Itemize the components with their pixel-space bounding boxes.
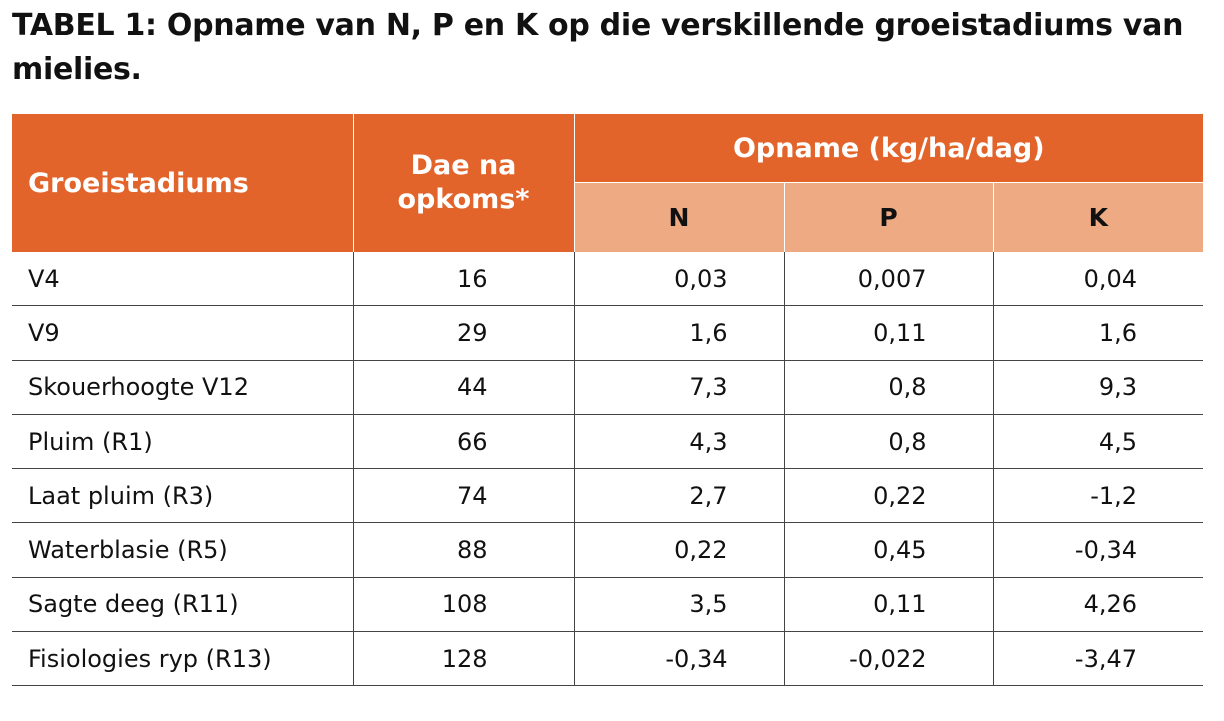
column-header-p: P (783, 182, 993, 252)
cell-p: 0,22 (784, 468, 994, 524)
column-header-dae-na-opkoms: Dae na opkoms* (353, 114, 575, 252)
cell-k: -0,34 (993, 522, 1204, 578)
cell-n: 7,3 (574, 360, 785, 415)
cell-k: 0,04 (993, 252, 1204, 307)
cell-n: 0,03 (574, 252, 785, 307)
cell-k: 4,26 (993, 577, 1204, 633)
column-header-groeistadiums: Groeistadiums (12, 114, 354, 252)
cell-dae: 108 (353, 577, 575, 633)
cell-n: 2,7 (574, 468, 785, 524)
table-row: Sagte deeg (R11) 108 3,5 0,11 4,26 (12, 577, 1204, 633)
cell-groeistadium: Laat pluim (R3) (12, 468, 354, 524)
column-header-k: K (992, 182, 1204, 252)
cell-n: 4,3 (574, 414, 785, 470)
table-row: Waterblasie (R5) 88 0,22 0,45 -0,34 (12, 522, 1204, 578)
cell-k: 4,5 (993, 414, 1204, 470)
cell-dae: 128 (353, 631, 575, 687)
cell-n: 1,6 (574, 305, 785, 361)
cell-p: 0,8 (784, 360, 994, 415)
cell-n: 0,22 (574, 522, 785, 578)
cell-dae: 29 (353, 305, 575, 361)
table-row: Skouerhoogte V12 44 7,3 0,8 9,3 (12, 360, 1204, 415)
cell-groeistadium: Skouerhoogte V12 (12, 360, 354, 415)
cell-p: 0,11 (784, 577, 994, 633)
table-row: V9 29 1,6 0,11 1,6 (12, 305, 1204, 361)
table-row: Pluim (R1) 66 4,3 0,8 4,5 (12, 414, 1204, 470)
cell-k: 9,3 (993, 360, 1204, 415)
cell-k: 1,6 (993, 305, 1204, 361)
column-header-opname: Opname (kg/ha/dag) (574, 114, 1204, 183)
table-title: TABEL 1: Opname van N, P en K op die ver… (12, 8, 1184, 87)
cell-n: -0,34 (574, 631, 785, 687)
cell-groeistadium: Waterblasie (R5) (12, 522, 354, 578)
cell-n: 3,5 (574, 577, 785, 633)
cell-dae: 74 (353, 468, 575, 524)
cell-groeistadium: V9 (12, 305, 354, 361)
cell-k: -1,2 (993, 468, 1204, 524)
cell-p: 0,8 (784, 414, 994, 470)
table-row: Laat pluim (R3) 74 2,7 0,22 -1,2 (12, 468, 1204, 524)
cell-groeistadium: V4 (12, 252, 354, 307)
cell-groeistadium: Fisiologies ryp (R13) (12, 631, 354, 687)
cell-groeistadium: Pluim (R1) (12, 414, 354, 470)
cell-p: 0,11 (784, 305, 994, 361)
cell-dae: 44 (353, 360, 575, 415)
cell-p: -0,022 (784, 631, 994, 687)
cell-dae: 66 (353, 414, 575, 470)
cell-dae: 16 (353, 252, 575, 307)
nutrient-uptake-table: Groeistadiums Dae na opkoms* Opname (kg/… (12, 114, 1204, 687)
cell-p: 0,45 (784, 522, 994, 578)
cell-groeistadium: Sagte deeg (R11) (12, 577, 354, 633)
cell-k: -3,47 (993, 631, 1204, 687)
column-header-n: N (574, 182, 784, 252)
cell-p: 0,007 (784, 252, 994, 307)
table-row: Fisiologies ryp (R13) 128 -0,34 -0,022 -… (12, 631, 1204, 687)
cell-dae: 88 (353, 522, 575, 578)
table-row: V4 16 0,03 0,007 0,04 (12, 252, 1204, 307)
